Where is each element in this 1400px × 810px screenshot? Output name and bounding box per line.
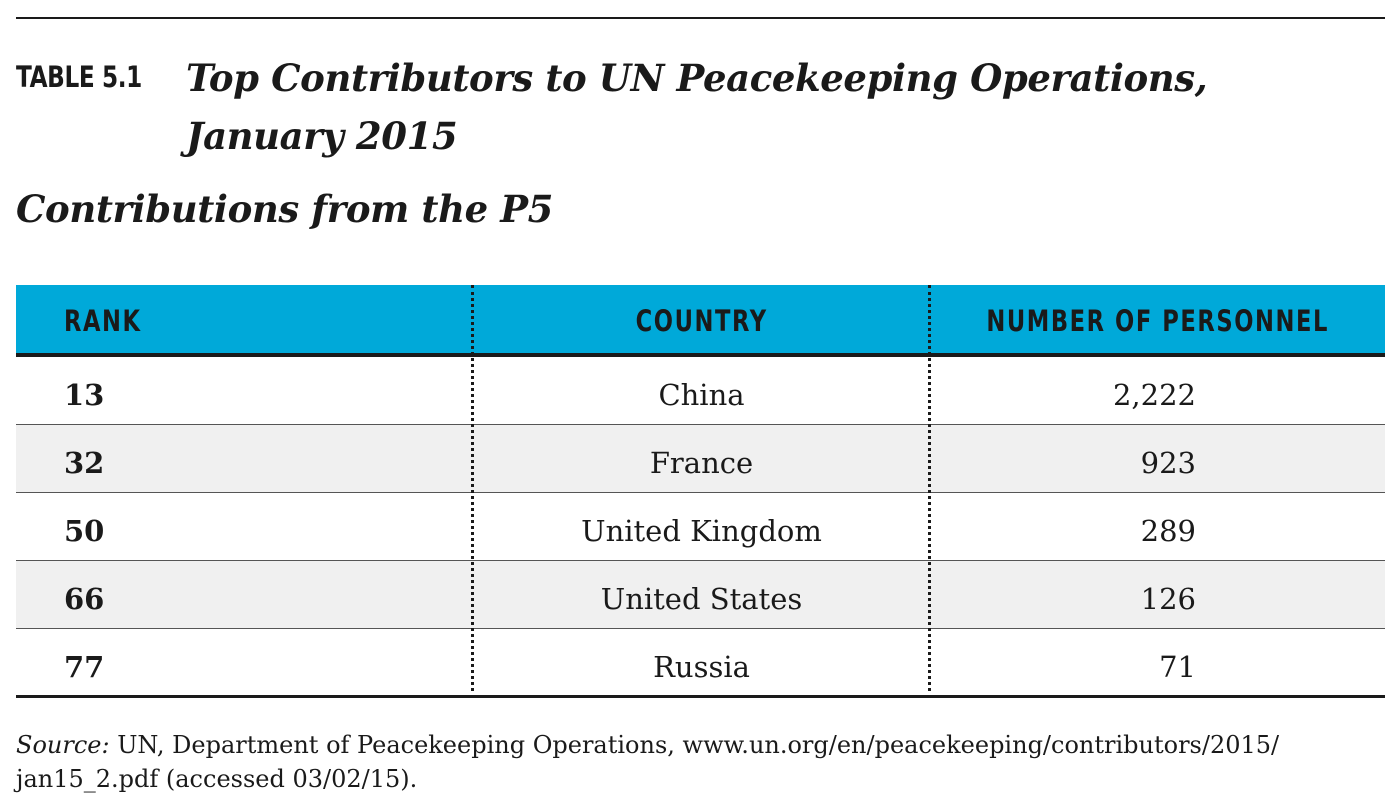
rank-cell: 13 (64, 378, 105, 412)
column-divider-2 (928, 285, 931, 698)
rank-cell: 66 (64, 582, 105, 616)
table-label: TABLE 5.1 (16, 60, 142, 94)
table-subtitle: Contributions from the P5 (16, 187, 553, 231)
column-header-country-label: COUNTRY (635, 304, 768, 338)
column-header-personnel: NUMBER OF PERSONNEL (930, 285, 1385, 353)
table-row: 50 United Kingdom 289 (16, 493, 1385, 561)
source-label: Source: (16, 731, 110, 759)
data-table: RANK COUNTRY NUMBER OF PERSONNEL 13 Chin… (16, 285, 1385, 698)
personnel-cell: 71 (1159, 650, 1196, 684)
table-row: 32 France 923 (16, 425, 1385, 493)
table-body: 13 China 2,222 32 France 923 50 United K… (16, 357, 1385, 698)
country-cell: Russia (653, 650, 750, 684)
column-header-country: COUNTRY (473, 285, 930, 353)
personnel-cell: 923 (1140, 446, 1196, 480)
personnel-cell: 2,222 (1112, 378, 1196, 412)
personnel-cell: 126 (1140, 582, 1196, 616)
table-header: RANK COUNTRY NUMBER OF PERSONNEL (16, 285, 1385, 357)
country-cell: China (658, 378, 745, 412)
country-cell: France (649, 446, 754, 480)
rank-cell: 77 (64, 650, 105, 684)
table-row: 77 Russia 71 (16, 629, 1385, 698)
table-title: Top Contributors to UN Peacekeeping Oper… (186, 56, 1208, 158)
table-row: 66 United States 126 (16, 561, 1385, 629)
top-rule (16, 17, 1385, 19)
personnel-cell: 289 (1140, 514, 1196, 548)
rank-cell: 50 (64, 514, 105, 548)
country-cell: United States (600, 582, 803, 616)
country-cell: United Kingdom (581, 514, 822, 548)
rank-cell: 32 (64, 446, 105, 480)
column-divider-1 (471, 285, 474, 698)
column-header-rank: RANK (64, 304, 142, 338)
column-header-personnel-label: NUMBER OF PERSONNEL (986, 304, 1329, 338)
source-text: UN, Department of Peacekeeping Operation… (16, 731, 1280, 793)
table-row: 13 China 2,222 (16, 357, 1385, 425)
source-note: Source: UN, Department of Peacekeeping O… (16, 728, 1386, 796)
